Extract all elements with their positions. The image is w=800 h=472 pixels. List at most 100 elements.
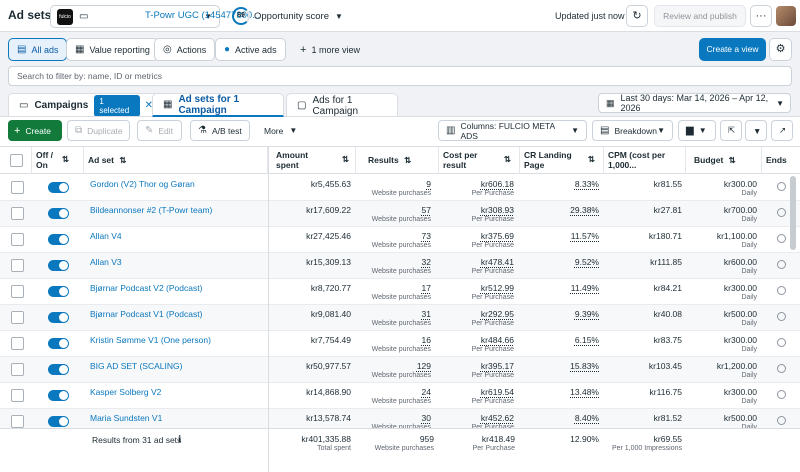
sliders-icon[interactable]: ⚙ (769, 38, 792, 61)
actions-button[interactable]: ◎ Actions (154, 38, 216, 61)
sort-icon[interactable]: ⇅ (587, 154, 595, 164)
cost-per-result[interactable]: kr452.62 (480, 413, 514, 423)
create-view-button[interactable]: Create a view (699, 38, 766, 61)
row-toggle[interactable] (48, 416, 69, 427)
account-selector[interactable]: fulcio ▭ T-Powr UGC (145477800... ▼ (50, 5, 260, 28)
header-amount-spent[interactable]: Amount spent ⇅ (272, 147, 356, 174)
table-row[interactable]: Bjørnar Podcast V1 (Podcast) kr9,081.40 31… (0, 305, 800, 331)
info-icon[interactable]: ℹ (178, 434, 182, 444)
results-value[interactable]: 24 (421, 387, 431, 397)
cost-per-result[interactable]: kr484.66 (480, 335, 514, 345)
cr-landing-value[interactable]: 6.15% (574, 335, 599, 345)
table-row[interactable]: Bildeannonser #2 (T-Powr team) kr17,609.2… (0, 201, 800, 227)
cr-landing-value[interactable]: 9.39% (574, 309, 599, 319)
header-off-on[interactable]: Off / On ⇅ (32, 147, 84, 174)
cost-per-result[interactable]: kr478.41 (480, 257, 514, 267)
header-cost-per-result[interactable]: Cost per result ⇅ (439, 147, 520, 174)
row-toggle[interactable] (48, 260, 69, 271)
cost-per-result[interactable]: kr292.95 (480, 309, 514, 319)
breakdown-button[interactable]: ▤ Breakdown ▼ (592, 120, 673, 141)
row-checkbox[interactable] (11, 337, 24, 350)
row-toggle[interactable] (48, 312, 69, 323)
row-checkbox[interactable] (11, 259, 24, 272)
select-all-checkbox[interactable] (10, 154, 23, 167)
avatar[interactable] (776, 6, 796, 26)
adset-name-link[interactable]: BIG AD SET (SCALING) (90, 361, 183, 371)
review-publish-button[interactable]: Review and publish (654, 5, 746, 27)
more-button[interactable]: More ▼ (264, 120, 297, 141)
header-ad-set[interactable]: Ad set ⇅ (84, 147, 268, 174)
adset-name-link[interactable]: Kristin Sømme V1 (One person) (90, 335, 211, 345)
refresh-icon[interactable]: ↻ (626, 5, 648, 27)
cr-landing-value[interactable]: 29.38% (570, 205, 599, 215)
header-cr-landing[interactable]: CR Landing Page ⇅ (520, 147, 604, 174)
row-toggle[interactable] (48, 234, 69, 245)
header-select-all[interactable] (0, 147, 32, 174)
table-row[interactable]: Gordon (V2) Thor og Gøran kr5,455.63 9 Webs… (0, 175, 800, 201)
header-ends[interactable]: Ends ⇅ (762, 147, 800, 185)
row-toggle[interactable] (48, 338, 69, 349)
row-checkbox[interactable] (11, 233, 24, 246)
cr-landing-value[interactable]: 11.49% (570, 283, 599, 293)
sort-icon[interactable]: ⇅ (503, 154, 511, 164)
tab-ads[interactable]: ▢ Ads for 1 Campaign (286, 93, 398, 117)
row-checkbox[interactable] (11, 363, 24, 376)
cost-per-result[interactable]: kr375.69 (480, 231, 514, 241)
value-reporting-button[interactable]: ▦ Value reporting (66, 38, 159, 61)
results-value[interactable]: 17 (421, 283, 431, 293)
export-icon[interactable]: ⇱ (720, 120, 742, 141)
row-checkbox[interactable] (11, 389, 24, 402)
cost-per-result[interactable]: kr512.99 (480, 283, 514, 293)
row-toggle[interactable] (48, 364, 69, 375)
active-ads-button[interactable]: ● Active ads (215, 38, 286, 61)
cr-landing-value[interactable]: 8.33% (574, 179, 599, 189)
table-row[interactable]: Allan V3 kr15,309.13 32 Website purchases kr… (0, 253, 800, 279)
cr-landing-value[interactable]: 15.83% (570, 361, 599, 371)
cr-landing-value[interactable]: 9.52% (574, 257, 599, 267)
adset-name-link[interactable]: Maria Sundsten V1 (90, 413, 163, 423)
table-row[interactable]: BIG AD SET (SCALING) kr50,977.57 129 Websit… (0, 357, 800, 383)
row-toggle[interactable] (48, 390, 69, 401)
results-value[interactable]: 9 (426, 179, 431, 189)
columns-button[interactable]: ▥ Columns: FULCIO META ADS ▼ (438, 120, 587, 141)
cr-landing-value[interactable]: 13.48% (570, 387, 599, 397)
row-checkbox[interactable] (11, 415, 24, 428)
adset-name-link[interactable]: Bjørnar Podcast V1 (Podcast) (90, 309, 203, 319)
results-value[interactable]: 129 (416, 361, 431, 371)
cr-landing-value[interactable]: 11.57% (570, 231, 599, 241)
tab-campaigns[interactable]: ▭ Campaigns 1 selected ✕ (8, 93, 164, 117)
header-cpm[interactable]: CPM (cost per 1,000... (604, 147, 686, 174)
row-toggle[interactable] (48, 208, 69, 219)
row-checkbox[interactable] (11, 181, 24, 194)
scrollbar[interactable] (790, 176, 796, 250)
adset-name-link[interactable]: Bildeannonser #2 (T-Powr team) (90, 205, 213, 215)
results-value[interactable]: 73 (421, 231, 431, 241)
ab-test-button[interactable]: ⚗ A/B test (190, 120, 250, 141)
adset-name-link[interactable]: Kasper Solberg V2 (90, 387, 162, 397)
header-results[interactable]: Results ⇅ (356, 147, 439, 174)
cr-landing-value[interactable]: 8.40% (574, 413, 599, 423)
adset-name-link[interactable]: Allan V4 (90, 231, 122, 241)
sort-icon[interactable]: ⇅ (119, 155, 127, 165)
results-value[interactable]: 57 (421, 205, 431, 215)
reports-button[interactable]: ▆ ▼ (678, 120, 716, 141)
results-value[interactable]: 32 (421, 257, 431, 267)
date-range-picker[interactable]: ▦ Last 30 days: Mar 14, 2026 – Apr 12, 2… (598, 93, 791, 113)
cost-per-result[interactable]: kr606.18 (480, 179, 514, 189)
sort-icon[interactable]: ⇅ (61, 154, 69, 164)
chart-icon[interactable]: ↗ (771, 120, 793, 141)
results-value[interactable]: 16 (421, 335, 431, 345)
close-icon[interactable]: ✕ (144, 100, 153, 111)
table-row[interactable]: Kasper Solberg V2 kr14,868.90 24 Website pu… (0, 383, 800, 409)
results-value[interactable]: 30 (421, 413, 431, 423)
adset-name-link[interactable]: Gordon (V2) Thor og Gøran (90, 179, 195, 189)
row-checkbox[interactable] (11, 311, 24, 324)
cost-per-result[interactable]: kr308.93 (480, 205, 514, 215)
table-row[interactable]: Allan V4 kr27,425.46 73 Website purchases kr… (0, 227, 800, 253)
table-row[interactable]: Kristin Sømme V1 (One person) kr7,754.49 1… (0, 331, 800, 357)
opportunity-score[interactable]: 69 Opportunity score ▼ (232, 6, 343, 26)
results-value[interactable]: 31 (421, 309, 431, 319)
header-budget[interactable]: Budget ⇅ (686, 147, 762, 174)
more-options-button[interactable]: ··· (750, 5, 772, 27)
duplicate-button[interactable]: ⧉ Duplicate (67, 120, 130, 141)
